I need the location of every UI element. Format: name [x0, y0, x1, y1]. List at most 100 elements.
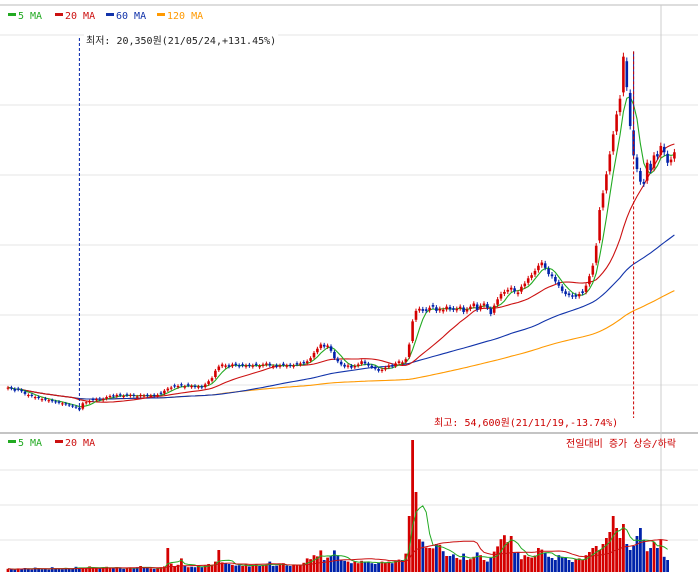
- candle: [149, 393, 153, 399]
- volume-bar: [44, 568, 47, 572]
- candle: [268, 361, 272, 368]
- candle: [16, 386, 20, 392]
- candle: [33, 395, 37, 400]
- candle: [370, 363, 374, 369]
- volume-bar: [220, 562, 224, 572]
- volume-bar: [91, 567, 95, 572]
- candle: [227, 363, 231, 369]
- volume-bar: [537, 548, 540, 572]
- grid: [0, 4, 698, 573]
- volume-bar: [445, 556, 448, 572]
- volume-bar: [54, 568, 57, 572]
- volume-bar: [591, 548, 595, 572]
- candle: [13, 387, 17, 393]
- candle: [265, 361, 268, 367]
- candle: [622, 52, 625, 97]
- candle: [472, 301, 476, 309]
- candle: [635, 154, 639, 173]
- volume-bar: [363, 561, 367, 572]
- candle: [214, 368, 217, 379]
- candle: [356, 362, 360, 368]
- moving-average-lines: [7, 95, 675, 408]
- candle: [384, 365, 387, 372]
- candle: [550, 271, 554, 279]
- candle: [275, 363, 278, 369]
- candle: [628, 89, 632, 130]
- candle: [234, 361, 238, 367]
- candle: [84, 400, 88, 405]
- volume-bar: [27, 568, 30, 572]
- candle: [224, 363, 227, 369]
- volume-bar: [78, 567, 81, 572]
- candle: [176, 384, 180, 389]
- volume-bar: [6, 568, 10, 572]
- volume-bar: [10, 569, 13, 572]
- candle: [183, 384, 187, 390]
- volume-bar: [482, 560, 486, 572]
- volume-bar: [523, 555, 527, 572]
- candle: [601, 190, 605, 211]
- candle: [210, 376, 214, 383]
- candle: [367, 361, 370, 368]
- candle: [615, 110, 618, 135]
- candle: [20, 388, 23, 393]
- volume-bar: [40, 569, 44, 572]
- volume-bar: [574, 559, 578, 572]
- volume-bar: [455, 558, 459, 572]
- volume-bar: [231, 564, 234, 572]
- candle: [207, 379, 210, 386]
- candle: [516, 290, 520, 297]
- candle: [547, 266, 550, 277]
- volume-bar: [554, 560, 557, 572]
- volume-bar: [499, 539, 503, 572]
- candle: [67, 402, 71, 407]
- candle: [421, 306, 425, 314]
- candle: [95, 397, 98, 402]
- volume-bar: [567, 560, 571, 572]
- candle: [452, 306, 455, 313]
- volume-bar: [88, 566, 91, 572]
- candle: [278, 363, 282, 369]
- candle: [574, 292, 578, 299]
- candle: [506, 287, 510, 294]
- candle: [108, 394, 112, 399]
- volume-bar: [564, 557, 567, 572]
- volume-bar: [16, 568, 20, 572]
- volume-bar: [292, 565, 295, 572]
- volume-bar: [404, 553, 408, 572]
- volume-bar: [47, 569, 51, 572]
- candle: [462, 305, 465, 315]
- volume-bar: [227, 564, 231, 572]
- volume-bar: [618, 538, 622, 572]
- candle: [540, 260, 544, 268]
- candle: [343, 362, 346, 369]
- candle: [91, 397, 95, 402]
- candle: [254, 361, 258, 367]
- candle: [27, 393, 30, 398]
- volume-bar: [207, 564, 210, 572]
- volume-bar: [326, 557, 329, 572]
- volume-bar: [139, 566, 142, 572]
- candle: [438, 306, 442, 313]
- candle: [666, 150, 669, 166]
- volume-bar: [605, 538, 608, 572]
- volume-bar: [288, 566, 292, 572]
- volume-bar: [302, 562, 306, 572]
- candle: [390, 363, 394, 369]
- volume-bar: [282, 563, 285, 572]
- volume-bar: [435, 544, 438, 572]
- legend-swatch: [157, 13, 165, 16]
- candle: [353, 364, 357, 370]
- volume-bar: [659, 540, 663, 572]
- volume-bar: [166, 548, 170, 572]
- candle: [431, 302, 435, 309]
- volume-bar: [146, 568, 149, 572]
- volume-bar: [662, 556, 666, 572]
- volume-bar: [115, 567, 119, 572]
- volume-bar: [401, 560, 404, 572]
- volume-bar: [309, 559, 312, 572]
- volume-ma-20: [7, 538, 668, 570]
- candles: [6, 51, 676, 412]
- volume-bar: [234, 565, 238, 572]
- candle: [231, 362, 234, 369]
